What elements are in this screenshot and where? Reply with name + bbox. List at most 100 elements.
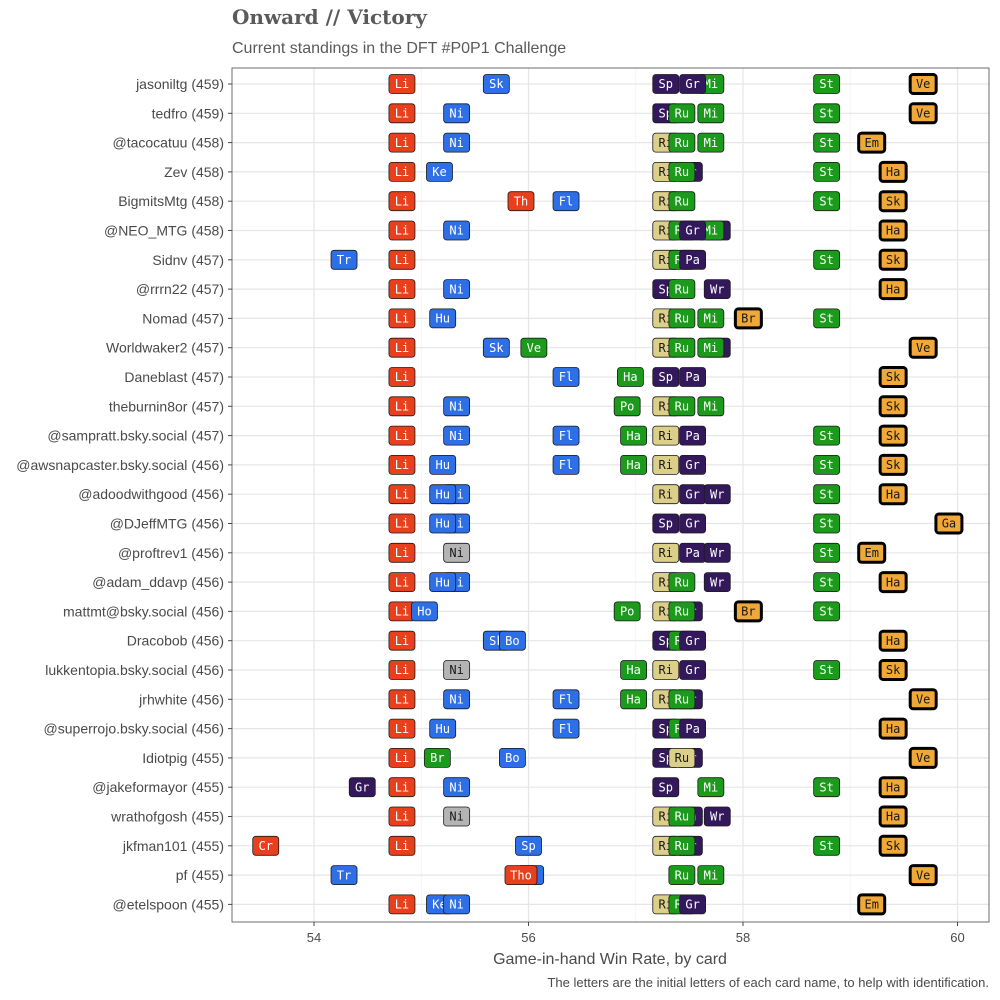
card-marker-label: Ke	[432, 165, 446, 179]
card-marker-label: Gr	[685, 487, 699, 501]
card-marker-label: Fl	[559, 722, 573, 736]
card-marker-box	[679, 249, 706, 270]
player-label: @tacocatuu (458)	[113, 135, 225, 151]
card-marker: St	[813, 425, 841, 446]
card-marker-label: Sk	[886, 194, 901, 208]
card-marker-label: Ru	[675, 575, 689, 589]
card-marker-box	[429, 484, 457, 505]
card-marker: Li	[388, 542, 416, 563]
card-marker-label: Br	[430, 751, 444, 765]
card-marker: Ru	[668, 396, 696, 417]
chart-caption: The letters are the initial letters of e…	[547, 975, 989, 990]
card-marker-box	[679, 660, 706, 680]
card-marker: Ru	[668, 337, 696, 358]
card-marker: Ru	[668, 279, 696, 300]
card-marker-box	[388, 835, 416, 856]
card-marker: Mi	[697, 103, 725, 124]
card-marker-box	[668, 835, 696, 856]
card-marker-label: Sp	[659, 517, 673, 531]
card-marker-box	[620, 454, 648, 475]
card-marker: Fl	[552, 425, 580, 446]
card-marker-box	[813, 161, 841, 182]
player-label: @superrojo.bsky.social (456)	[44, 721, 224, 737]
card-marker-box	[878, 571, 908, 594]
card-marker-label: Ni	[449, 429, 463, 443]
card-marker-box	[697, 865, 725, 885]
card-marker-box	[429, 718, 457, 739]
card-marker: Sp	[515, 835, 542, 856]
card-marker: Mi	[697, 308, 725, 329]
card-marker: Br	[423, 748, 451, 768]
card-marker-label: Li	[395, 107, 409, 121]
card-marker-label: Hu	[435, 517, 449, 531]
card-marker-label: Li	[395, 663, 409, 677]
card-marker-label: Pa	[685, 546, 699, 560]
card-marker-label: Sk	[886, 839, 901, 853]
card-marker-box	[878, 659, 908, 681]
card-marker-box	[443, 279, 471, 300]
card-marker-label: Ve	[916, 868, 930, 882]
card-marker-label: Sk	[886, 400, 901, 414]
card-marker-label: Ve	[916, 77, 930, 91]
card-marker-label: Li	[395, 605, 409, 619]
card-marker-label: Fl	[559, 429, 573, 443]
card-marker-label: Ru	[675, 312, 689, 326]
card-marker-label: St	[819, 458, 833, 472]
card-marker-label: Pa	[685, 370, 699, 384]
player-label: @NEO_MTG (458)	[104, 223, 224, 239]
card-marker-label: Ve	[916, 751, 930, 765]
card-marker-box	[388, 396, 416, 417]
card-marker: Li	[388, 777, 416, 798]
card-marker-box	[668, 689, 696, 710]
card-marker-box	[679, 718, 706, 739]
card-markers: Li Sk Mi Sp Gr St Ve Li Ni Sp Ru Mi St Ve Li Ni Ri Ru Mi St…	[252, 73, 964, 916]
card-marker: Ga	[934, 512, 964, 535]
card-marker-box	[813, 542, 841, 563]
card-marker-box	[443, 777, 471, 798]
card-marker-box	[482, 74, 510, 94]
card-marker-box	[813, 513, 841, 534]
player-label: @proftrev1 (456)	[118, 545, 224, 561]
card-marker-box	[697, 132, 725, 153]
card-marker: Po	[613, 601, 641, 622]
card-marker: Ru	[668, 161, 696, 182]
card-marker-box	[613, 601, 641, 622]
card-marker: Sp	[652, 367, 680, 387]
card-marker-label: Li	[395, 429, 409, 443]
card-marker-box	[388, 220, 416, 241]
card-marker-label: Ha	[886, 722, 900, 736]
card-marker-box	[679, 220, 706, 241]
card-marker-label: Ha	[886, 575, 900, 589]
card-marker-box	[878, 424, 908, 447]
card-marker-box	[878, 395, 908, 418]
card-marker: Ni	[443, 894, 471, 915]
card-marker-label: St	[819, 77, 833, 91]
card-marker-box	[908, 688, 938, 711]
card-marker-label: Mi	[704, 107, 718, 121]
card-marker-label: Gr	[685, 458, 699, 472]
card-marker-box	[388, 513, 416, 534]
card-marker-label: Li	[395, 722, 409, 736]
card-marker-box	[652, 484, 680, 505]
card-marker: Ru	[668, 748, 696, 768]
card-marker: Ru	[668, 191, 696, 212]
card-marker: Ha	[620, 660, 648, 680]
card-marker-label: Hu	[435, 312, 449, 326]
card-marker: St	[813, 161, 841, 182]
card-marker-label: Tr	[337, 253, 351, 267]
card-marker-box	[443, 103, 471, 124]
card-marker-label: Pa	[685, 429, 699, 443]
card-marker: St	[813, 103, 841, 124]
card-marker-box	[388, 748, 416, 768]
card-marker: Ha	[878, 219, 908, 242]
card-marker: Ha	[878, 278, 908, 301]
card-marker: Gr	[679, 660, 706, 680]
grid	[232, 68, 989, 922]
card-marker-box	[443, 425, 471, 446]
card-marker-box	[679, 630, 706, 651]
card-marker-box	[697, 103, 725, 124]
x-tick-label: 56	[521, 930, 535, 945]
card-marker: Sk	[482, 74, 510, 94]
card-marker: Li	[388, 367, 416, 387]
card-marker-box	[813, 74, 841, 94]
